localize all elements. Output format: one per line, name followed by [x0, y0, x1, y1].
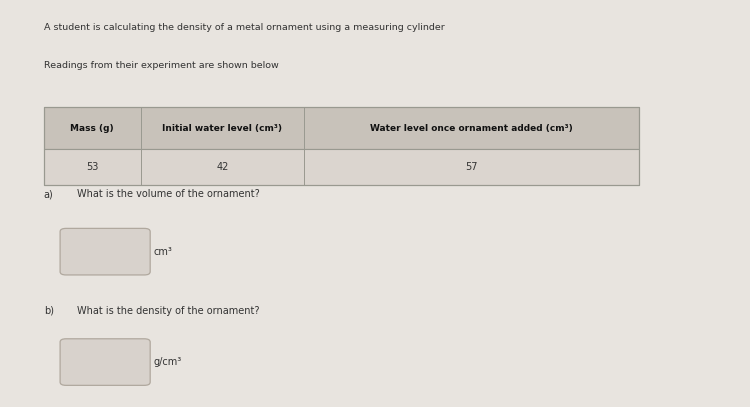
Text: Readings from their experiment are shown below: Readings from their experiment are shown…: [44, 61, 278, 70]
Text: What is the volume of the ornament?: What is the volume of the ornament?: [77, 189, 260, 199]
FancyBboxPatch shape: [60, 339, 150, 385]
FancyBboxPatch shape: [60, 228, 150, 275]
Text: g/cm³: g/cm³: [153, 357, 182, 367]
Text: Initial water level (cm³): Initial water level (cm³): [163, 124, 283, 133]
Text: What is the density of the ornament?: What is the density of the ornament?: [77, 306, 260, 316]
Text: A student is calculating the density of a metal ornament using a measuring cylin: A student is calculating the density of …: [44, 23, 445, 32]
Text: b): b): [44, 306, 54, 316]
FancyBboxPatch shape: [44, 149, 639, 186]
Text: cm³: cm³: [153, 247, 172, 257]
Text: 42: 42: [216, 162, 229, 173]
Text: a): a): [44, 189, 53, 199]
FancyBboxPatch shape: [44, 107, 639, 149]
Text: 53: 53: [86, 162, 98, 173]
Text: Water level once ornament added (cm³): Water level once ornament added (cm³): [370, 124, 573, 133]
Text: Mass (g): Mass (g): [70, 124, 114, 133]
Text: 57: 57: [466, 162, 478, 173]
